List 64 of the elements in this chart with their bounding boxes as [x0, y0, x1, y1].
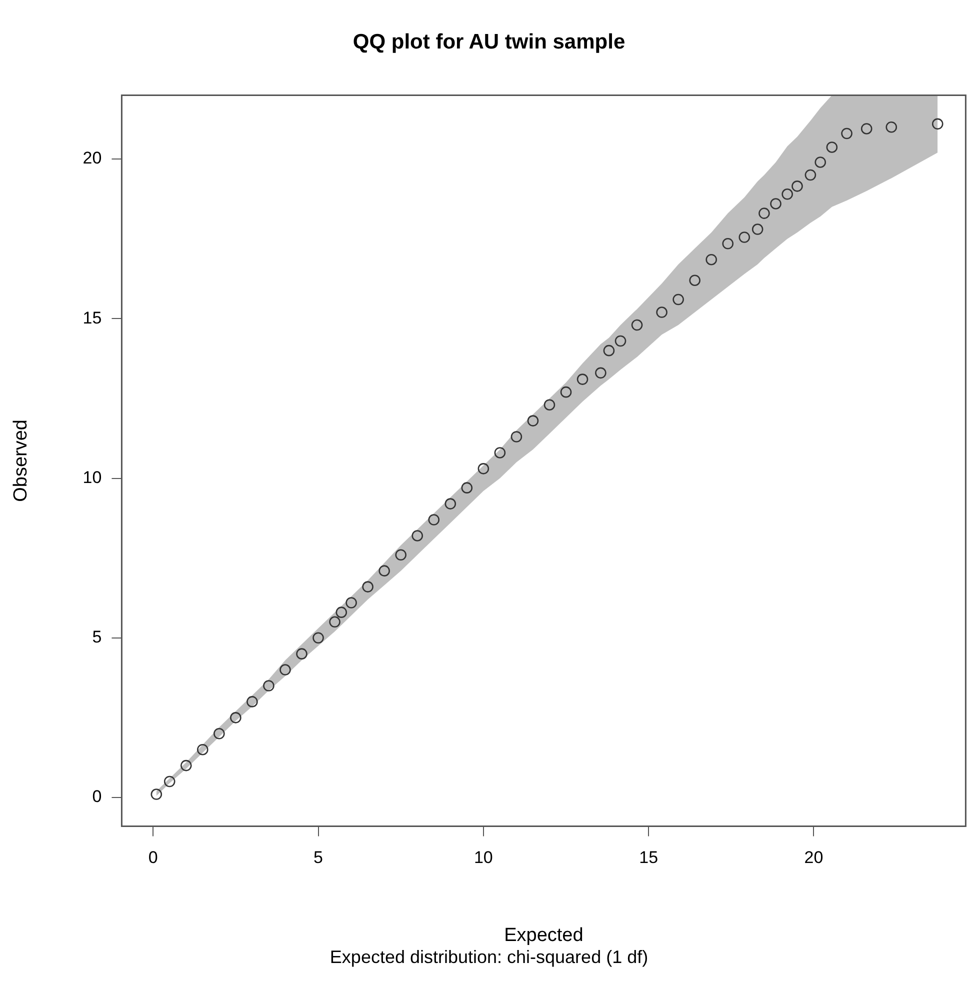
point [280, 664, 291, 676]
point [510, 431, 522, 442]
point [560, 386, 572, 398]
point [932, 118, 944, 130]
text: Expected distribution: chi-squared (1 df) [330, 947, 648, 968]
x-tick-label: 0 [148, 848, 158, 868]
point [412, 530, 424, 542]
y-tick-label: 20 [82, 148, 102, 168]
point [656, 306, 668, 318]
point [378, 565, 390, 576]
point [631, 319, 643, 331]
point [782, 188, 793, 200]
x-axis-title: Expected [504, 925, 584, 946]
point [246, 696, 258, 708]
point [312, 632, 324, 644]
point [263, 680, 274, 692]
point [329, 616, 340, 628]
y-tick-label: 0 [92, 787, 102, 806]
point [346, 597, 357, 608]
point [461, 482, 473, 494]
point [196, 744, 208, 756]
point [614, 335, 626, 347]
point [428, 514, 440, 526]
point [576, 374, 588, 385]
point [603, 344, 615, 356]
point [336, 606, 348, 618]
point [544, 399, 556, 410]
point [706, 254, 717, 266]
point [230, 712, 242, 724]
y-tick-label: 10 [82, 468, 102, 487]
point [804, 169, 816, 181]
point [444, 498, 456, 510]
point [792, 180, 803, 192]
chart-title: QQ plot for AU twin sample [352, 30, 626, 54]
point [886, 121, 898, 133]
point [722, 238, 734, 250]
y-axis-title: Observed [10, 420, 32, 502]
point [527, 415, 539, 426]
x-tick-label: 5 [314, 848, 323, 868]
y-tick-label: 15 [82, 308, 102, 328]
point [752, 224, 764, 235]
point [595, 367, 606, 379]
point [689, 274, 700, 286]
point [180, 760, 192, 772]
point [672, 294, 684, 306]
y-tick-label: 5 [92, 628, 102, 647]
point [826, 142, 838, 153]
point [296, 648, 308, 660]
point [770, 198, 782, 210]
point [814, 156, 826, 168]
point [841, 128, 852, 140]
point [738, 232, 750, 243]
point [860, 123, 872, 134]
point [758, 208, 770, 219]
x-tick-label: 15 [639, 848, 658, 868]
x-tick-label: 20 [804, 848, 824, 868]
point [362, 581, 374, 592]
point [395, 549, 406, 561]
point [164, 776, 176, 788]
point [494, 447, 506, 458]
point [214, 728, 225, 740]
x-tick-label: 10 [474, 848, 493, 868]
point [150, 788, 162, 800]
point [478, 463, 490, 474]
